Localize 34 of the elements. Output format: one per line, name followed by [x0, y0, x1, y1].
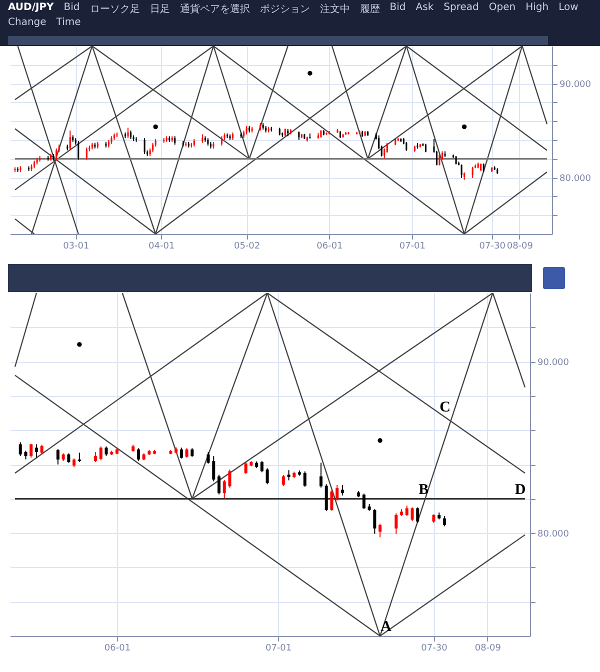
x-tick-label: 08-09	[506, 242, 534, 252]
y-tick-label: 80.000	[560, 174, 592, 184]
text: ローソク足	[90, 3, 140, 16]
annotation: D	[514, 482, 526, 498]
x-tick-label: 06-01	[316, 242, 343, 252]
chart-title: AUD/JPY	[8, 2, 54, 15]
text: 日足	[150, 3, 170, 16]
text: 履歴	[360, 3, 380, 16]
x-tick-label: 07-30	[421, 644, 448, 654]
text: Bid	[390, 2, 406, 15]
y-tick-label: 90.000	[538, 358, 570, 368]
annotation: B	[418, 482, 429, 498]
text: Open	[488, 2, 516, 15]
x-tick-label: 05-02	[234, 242, 260, 252]
x-tick-label: 07-01	[265, 644, 292, 654]
x-tick-label: 06-01	[104, 644, 131, 654]
text: Change	[8, 17, 46, 28]
text: ポジション	[260, 3, 310, 16]
y-tick-label: 80.000	[538, 530, 570, 540]
text: 注文中	[320, 2, 350, 16]
text: Spread	[444, 2, 479, 15]
text: 通貨ペアを選択	[180, 2, 250, 16]
annotation: C	[440, 399, 451, 416]
x-tick-label: 08-09	[474, 644, 502, 654]
y-tick-label: 90.000	[560, 80, 592, 90]
x-tick-label: 07-30	[479, 242, 506, 252]
text: Low	[558, 2, 578, 15]
text: High	[526, 2, 549, 15]
x-tick-label: 07-01	[399, 242, 426, 252]
text: Time	[56, 17, 81, 28]
text: Bid	[64, 2, 80, 15]
x-tick-label: 04-01	[148, 242, 175, 252]
x-tick-label: 03-01	[63, 242, 90, 252]
text: Ask	[416, 2, 434, 15]
